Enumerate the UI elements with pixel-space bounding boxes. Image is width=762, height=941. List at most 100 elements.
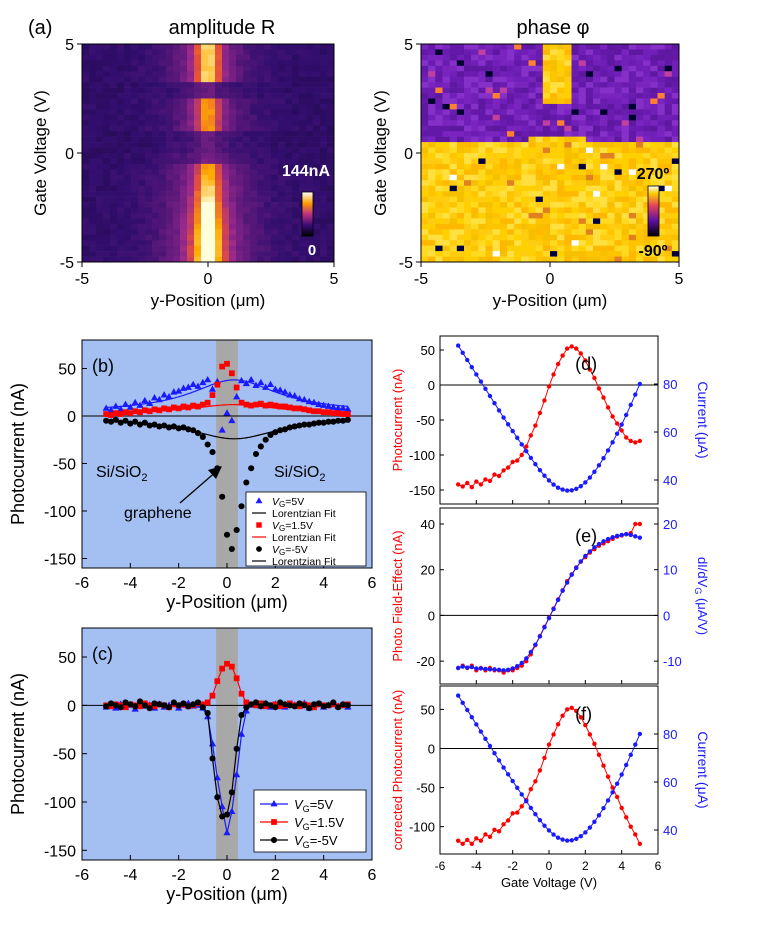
- heatmap-cell: [464, 234, 472, 241]
- heatmap-cell: [514, 240, 522, 246]
- heatmap-cell: [499, 174, 508, 181]
- heatmap-cell: [542, 120, 551, 127]
- heatmap-cell: [528, 158, 536, 165]
- heatmap-cell: [138, 60, 146, 67]
- data-point: [496, 758, 502, 763]
- heatmap-cell: [145, 109, 153, 116]
- heatmap-cell: [657, 98, 665, 105]
- heatmap-cell: [514, 76, 522, 83]
- heatmap-cell: [173, 76, 181, 83]
- data-point: [242, 707, 250, 714]
- y-tick-label: -100: [409, 448, 435, 463]
- heatmap-cell: [278, 131, 286, 137]
- heatmap-cell: [521, 202, 529, 208]
- heatmap-cell: [250, 82, 258, 88]
- heatmap-cell: [485, 163, 493, 170]
- heatmap-cell: [250, 49, 258, 56]
- heatmap-cell: [82, 207, 90, 214]
- data-point: [151, 406, 158, 413]
- heatmap-cell: [299, 103, 307, 110]
- heatmap-cell: [208, 174, 216, 181]
- heatmap-cell: [671, 93, 680, 99]
- heatmap-cell: [327, 82, 335, 88]
- heatmap-cell: [173, 87, 181, 94]
- heatmap-cell: [421, 185, 429, 192]
- heatmap-cell: [657, 87, 665, 94]
- heatmap-cell: [124, 212, 132, 219]
- heatmap-cell: [180, 142, 188, 148]
- heatmap-cell: [514, 256, 522, 263]
- data-point: [533, 779, 538, 784]
- heatmap-cell: [471, 76, 479, 83]
- heatmap-cell: [145, 65, 153, 72]
- heatmap-cell: [442, 142, 450, 148]
- data-point: [614, 781, 620, 786]
- x-tick-label: -4: [471, 859, 482, 873]
- heatmap-cell: [492, 229, 501, 236]
- heatmap-cell: [464, 240, 472, 246]
- heatmap-cell: [117, 93, 125, 99]
- data-point: [592, 469, 597, 475]
- heatmap-cell: [103, 125, 111, 132]
- heatmap-cell: [478, 251, 486, 257]
- heatmap-cell: [593, 142, 601, 148]
- heatmap-cell: [542, 234, 551, 241]
- data-point: [583, 553, 588, 559]
- heatmap-cell: [593, 131, 601, 137]
- heatmap-cell: [507, 82, 515, 88]
- heatmap-cell: [442, 153, 450, 159]
- heatmap-cell: [229, 245, 237, 252]
- heatmap-cell: [664, 71, 673, 77]
- heatmap-cell: [550, 93, 558, 99]
- heatmap-cell: [585, 158, 594, 165]
- heatmap-cell: [222, 136, 230, 143]
- heatmap-cell: [643, 163, 651, 170]
- heatmap-cell: [96, 98, 104, 105]
- heatmap-cell: [215, 251, 223, 257]
- heatmap-cell: [593, 87, 601, 94]
- heatmap-cell: [471, 196, 479, 203]
- heatmap-cell: [643, 207, 651, 214]
- heatmap-cell: [96, 82, 104, 88]
- heatmap-cell: [664, 125, 673, 132]
- heatmap-cell: [571, 256, 579, 263]
- heatmap-cell: [82, 212, 90, 219]
- legend-marker: [270, 836, 278, 844]
- heatmap-cell: [578, 256, 587, 263]
- heatmap-cell: [278, 54, 286, 61]
- heatmap-cell: [271, 54, 279, 61]
- heatmap-cell: [180, 54, 188, 61]
- heatmap-cell: [89, 202, 97, 208]
- heatmap-cell: [571, 131, 579, 137]
- heatmap-cell: [82, 142, 90, 148]
- heatmap-cell: [285, 147, 293, 154]
- heatmap-cell: [145, 196, 153, 203]
- heatmap-cell: [152, 163, 160, 170]
- heatmap-cell: [421, 65, 429, 72]
- heatmap-cell: [208, 93, 216, 99]
- data-point: [628, 752, 633, 758]
- heatmap-cell: [614, 49, 622, 56]
- heatmap-cell: [456, 131, 465, 137]
- heatmap-cell: [514, 103, 522, 110]
- heatmap-cell: [145, 54, 153, 61]
- heatmap-cell: [89, 240, 97, 246]
- heatmap-cell: [614, 136, 622, 143]
- heatmap-cell: [571, 98, 579, 105]
- heatmap-cell: [571, 125, 579, 132]
- heatmap-cell: [585, 125, 594, 132]
- data-point: [628, 532, 633, 538]
- data-point: [551, 606, 556, 612]
- heatmap-cell: [571, 234, 579, 241]
- heatmap-cell: [292, 147, 300, 154]
- heatmap-cell: [478, 158, 486, 165]
- heatmap-cell: [442, 245, 450, 252]
- data-point: [282, 403, 288, 410]
- heatmap-cell: [449, 240, 458, 246]
- heatmap-cell: [131, 131, 139, 137]
- heatmap-cell: [222, 147, 230, 154]
- heatmap-cell: [542, 153, 551, 159]
- heatmap-cell: [313, 240, 321, 246]
- data-point: [515, 663, 520, 669]
